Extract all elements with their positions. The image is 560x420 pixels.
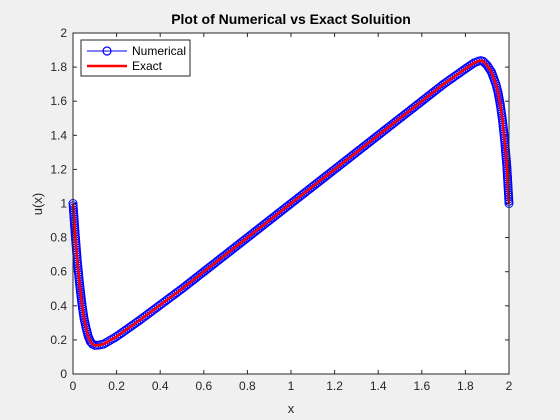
x-tick-label-10: 2	[506, 379, 513, 393]
y-tick-label-4: 0.8	[50, 231, 67, 245]
x-tick-label-4: 0.8	[239, 379, 256, 393]
x-tick-label-0: 0	[70, 379, 77, 393]
x-tick-label-8: 1.6	[413, 379, 430, 393]
x-tick-label-2: 0.4	[152, 379, 169, 393]
y-tick-label-2: 0.4	[50, 299, 67, 313]
legend-exact-label: Exact	[132, 59, 163, 73]
y-axis-label: u(x)	[30, 193, 45, 215]
legend-numerical-label: Numerical	[132, 44, 186, 58]
ticks-layer: 0 0.2 0.4 0.6 0.8 1 1.2 1.4 1.6 1.8 2 0 0.2 0.4 0.6 0.8…	[50, 26, 512, 393]
series-layer	[68, 56, 514, 350]
axes-box	[72, 32, 510, 375]
numerical-point-74	[105, 335, 115, 345]
legend: Numerical Exact	[80, 39, 191, 77]
y-tick-label-1: 0.2	[50, 333, 67, 347]
x-tick-label-3: 0.6	[195, 379, 212, 393]
legend-box	[80, 39, 191, 77]
y-tick-label-10: 2	[60, 26, 67, 40]
numerical-point-73	[103, 337, 113, 347]
x-tick-label-6: 1.2	[326, 379, 343, 393]
y-tick-label-9: 1.8	[50, 60, 67, 74]
y-tick-label-0: 0	[60, 367, 67, 381]
y-tick-label-7: 1.4	[50, 128, 67, 142]
x-tick-label-1: 0.2	[108, 379, 125, 393]
x-axis-label: x	[288, 401, 295, 416]
series-exact-line	[71, 59, 511, 347]
y-tick-label-5: 1	[60, 197, 67, 211]
x-tick-label-9: 1.8	[457, 379, 474, 393]
y-tick-label-6: 1.2	[50, 162, 67, 176]
y-tick-label-8: 1.6	[50, 94, 67, 108]
numerical-point-72	[101, 338, 111, 348]
chart-title: Plot of Numerical vs Exact Soluition	[171, 11, 411, 27]
legend-numerical-marker	[102, 46, 112, 56]
x-tick-label-7: 1.4	[370, 379, 387, 393]
x-tick-label-5: 1	[288, 379, 295, 393]
y-tick-label-3: 0.6	[50, 265, 67, 279]
